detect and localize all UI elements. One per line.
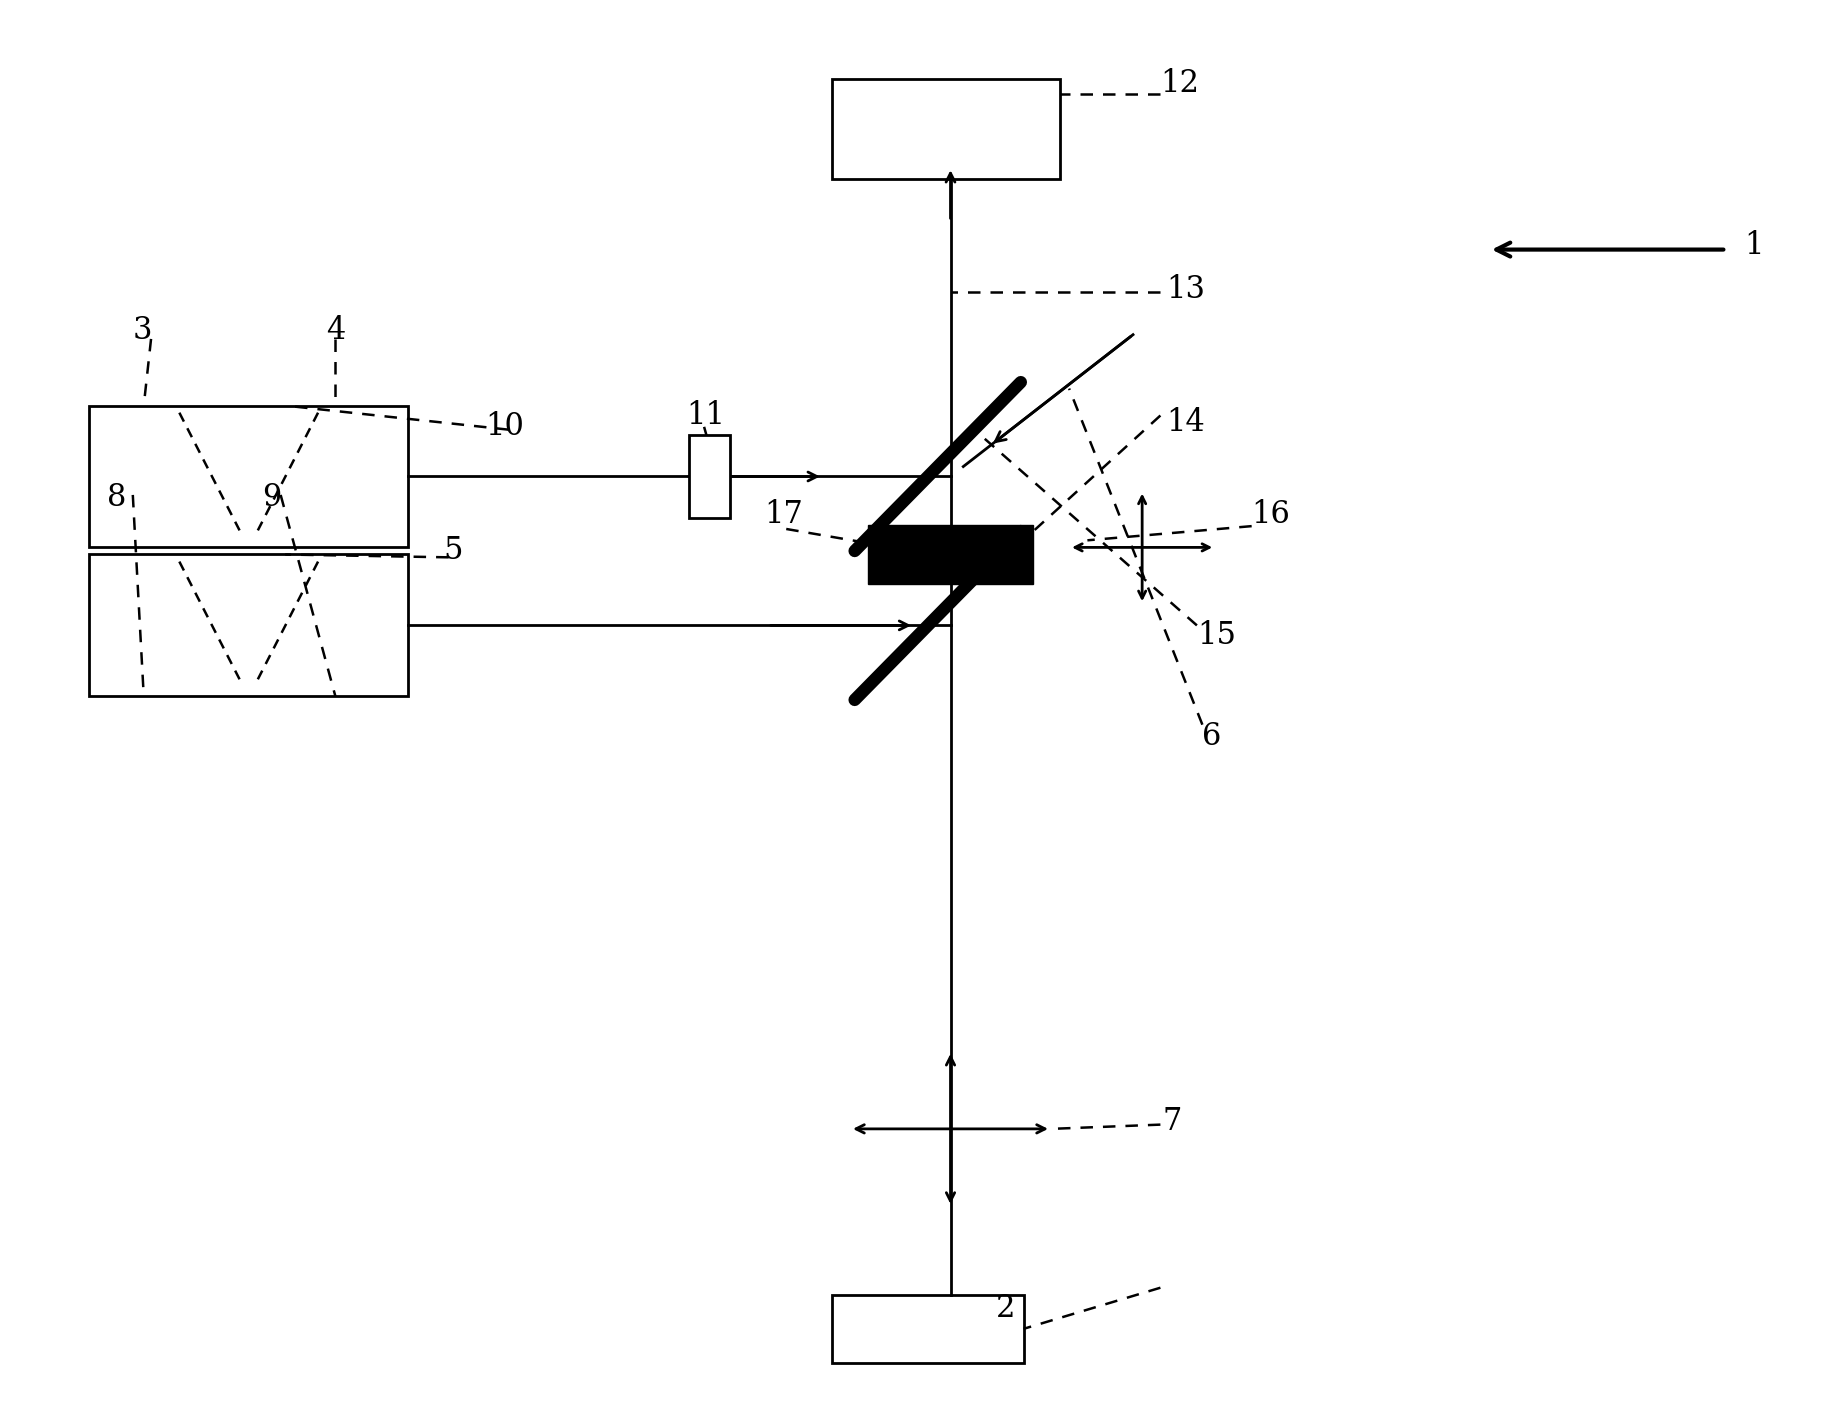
Text: 14: 14 (1166, 406, 1205, 438)
Text: 12: 12 (1161, 68, 1199, 99)
Text: 11: 11 (686, 399, 726, 431)
Text: 10: 10 (484, 411, 525, 442)
Text: 7: 7 (1163, 1107, 1181, 1137)
Bar (90, 554, 408, 696)
Text: 6: 6 (1203, 720, 1221, 752)
Bar (832, 80, 1060, 179)
Text: 5: 5 (442, 534, 462, 566)
Text: 8: 8 (108, 482, 126, 513)
Text: 2: 2 (996, 1293, 1016, 1324)
Bar (689, 435, 729, 517)
Bar (90, 405, 408, 547)
Text: 17: 17 (764, 499, 802, 530)
Text: 15: 15 (1197, 620, 1236, 651)
Text: 3: 3 (133, 315, 152, 345)
Text: 1: 1 (1744, 230, 1764, 261)
Text: 9: 9 (263, 482, 282, 513)
Bar (832, 1295, 1024, 1363)
Bar (868, 524, 1033, 584)
Text: 4: 4 (325, 315, 345, 345)
Text: 16: 16 (1252, 499, 1291, 530)
Text: 13: 13 (1166, 274, 1205, 304)
